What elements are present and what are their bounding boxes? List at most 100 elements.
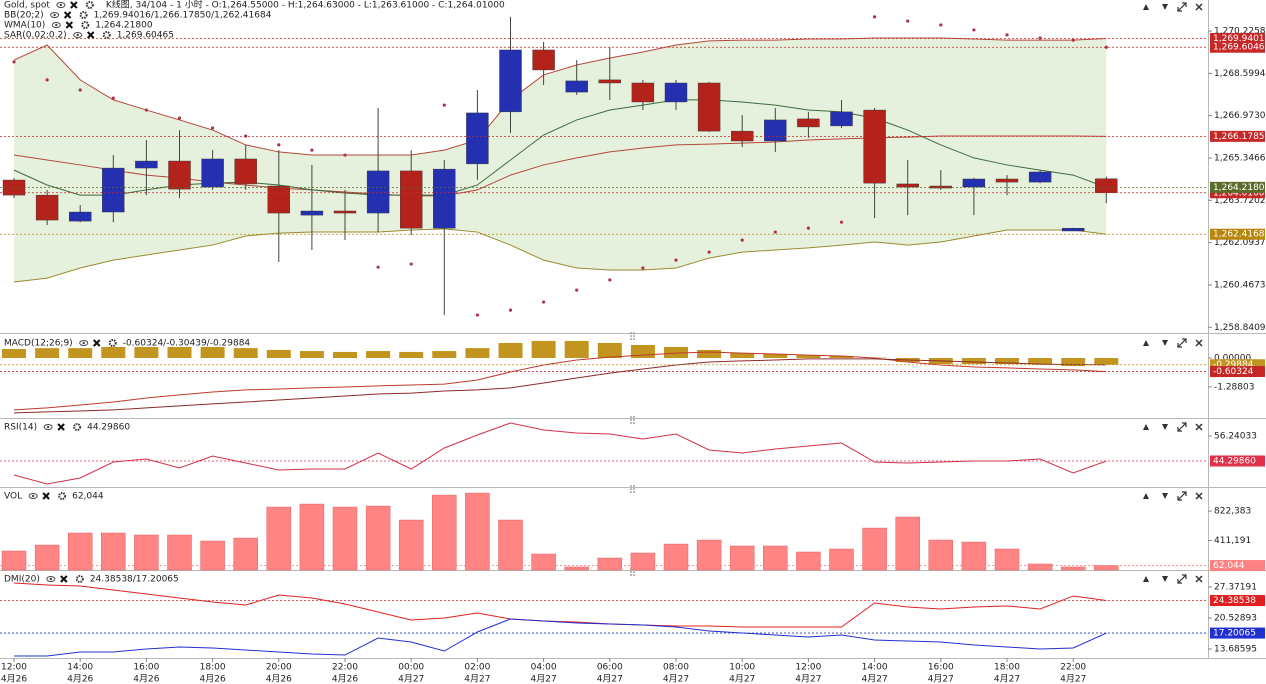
candle-body <box>664 82 688 103</box>
indicator-settings[interactable] <box>85 1 94 9</box>
visibility-toggle[interactable] <box>46 576 56 582</box>
maximize-button[interactable] <box>1177 338 1187 348</box>
visibility-toggle[interactable] <box>43 424 53 430</box>
candle-body <box>68 211 92 222</box>
move-up-button[interactable] <box>1143 576 1149 582</box>
macd-histogram-bar <box>531 340 556 359</box>
close-button[interactable] <box>1195 3 1203 11</box>
candle-body <box>565 80 588 93</box>
visibility-pupil <box>53 13 56 17</box>
remove-indicator[interactable] <box>60 575 68 583</box>
panel-controls <box>1143 491 1203 501</box>
panel-controls <box>1143 422 1203 432</box>
x-date-label: 4月27 <box>795 674 821 684</box>
candle-body <box>1061 227 1085 232</box>
y-tick-label: 1,265.34661 <box>1214 154 1266 164</box>
remove-indicator[interactable] <box>86 31 95 39</box>
move-down-button[interactable] <box>1162 493 1168 499</box>
move-up-button[interactable] <box>1143 340 1149 346</box>
move-up-button[interactable] <box>1143 4 1149 10</box>
price-tag-box <box>1210 366 1265 378</box>
volume-bar <box>895 516 920 571</box>
indicator-settings[interactable] <box>102 31 111 39</box>
price-tag-box <box>1210 359 1265 371</box>
indicator-settings[interactable] <box>79 11 88 19</box>
remove-indicator[interactable] <box>92 339 101 347</box>
indicator-settings[interactable] <box>81 21 90 29</box>
handle-dot <box>630 335 632 337</box>
visibility-toggle[interactable] <box>50 12 60 18</box>
sar-dot <box>376 265 380 269</box>
x-tick-label: 18:00 <box>994 663 1020 673</box>
indicator-settings[interactable] <box>58 492 67 500</box>
visibility-toggle[interactable] <box>79 340 89 346</box>
remove-indicator[interactable] <box>57 423 65 431</box>
move-down-button[interactable] <box>1162 340 1168 346</box>
sar-dot <box>939 23 943 27</box>
drag-handle[interactable] <box>630 485 635 493</box>
maximize-button[interactable] <box>1177 422 1187 432</box>
price-tag-box <box>1210 595 1265 607</box>
handle-dot <box>633 332 635 334</box>
visibility-toggle[interactable] <box>56 2 66 8</box>
maximize-button[interactable] <box>1177 2 1187 12</box>
price-tag: -0.60324 <box>1210 366 1265 378</box>
sar-dot <box>740 238 744 242</box>
move-down-button[interactable] <box>1162 4 1168 10</box>
legend-title: MACD(12;26;9) <box>4 339 73 349</box>
volume-bar <box>1 550 27 571</box>
x-date-label: 4月27 <box>729 674 755 684</box>
macd-histogram-bar <box>432 351 457 359</box>
x-tick-label: 14:00 <box>862 663 888 673</box>
move-up-button[interactable] <box>1143 424 1149 430</box>
maximize-button[interactable] <box>1177 491 1187 501</box>
sar-dot <box>1071 38 1075 42</box>
x-date-label: 4月26 <box>133 674 159 684</box>
close-button[interactable] <box>1195 423 1203 431</box>
volume-bar <box>34 544 60 571</box>
x-date-label: 4月27 <box>994 674 1020 684</box>
visibility-toggle[interactable] <box>28 493 38 499</box>
x-date-label: 4月26 <box>266 674 292 684</box>
volume-bar <box>630 552 656 571</box>
x-date-label: 4月27 <box>663 674 689 684</box>
remove-indicator[interactable] <box>42 492 50 500</box>
remove-indicator[interactable] <box>70 1 78 9</box>
handle-dot <box>630 485 632 487</box>
indicator-settings[interactable] <box>108 339 117 347</box>
move-down-button[interactable] <box>1162 576 1168 582</box>
close-button[interactable] <box>1195 339 1203 347</box>
drag-handle[interactable] <box>630 416 635 424</box>
remove-indicator[interactable] <box>63 11 72 19</box>
sar-dot <box>1038 36 1042 40</box>
handle-dot <box>633 485 635 487</box>
close-button[interactable] <box>1195 575 1203 583</box>
macd-line <box>13 358 1107 414</box>
volume-bar <box>233 537 258 571</box>
sar-dot <box>972 28 976 32</box>
volume-bar <box>365 505 391 571</box>
visibility-pupil <box>31 494 35 498</box>
volume-bar <box>696 539 722 571</box>
remove-indicator[interactable] <box>65 21 74 29</box>
macd-line <box>13 351 1107 411</box>
candle-body <box>1028 171 1052 183</box>
move-down-button[interactable] <box>1162 424 1168 430</box>
sar-dot <box>442 103 446 107</box>
handle-dot <box>633 422 635 424</box>
visibility-toggle[interactable] <box>73 32 83 38</box>
indicator-settings[interactable] <box>73 423 82 431</box>
indicator-settings[interactable] <box>75 575 84 583</box>
move-up-button[interactable] <box>1143 493 1149 499</box>
close-button[interactable] <box>1195 492 1203 500</box>
panel-controls <box>1143 2 1203 12</box>
handle-dot <box>630 419 632 421</box>
macd-histogram-bar <box>366 351 391 359</box>
volume-bar <box>266 506 292 571</box>
candle-body <box>697 82 721 132</box>
visibility-toggle[interactable] <box>51 22 61 28</box>
drag-handle[interactable] <box>630 332 635 340</box>
maximize-button[interactable] <box>1177 574 1187 584</box>
sar-dot <box>45 78 49 82</box>
